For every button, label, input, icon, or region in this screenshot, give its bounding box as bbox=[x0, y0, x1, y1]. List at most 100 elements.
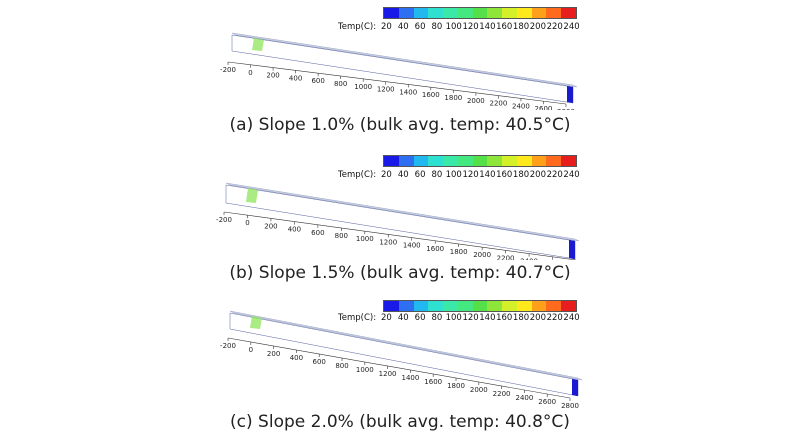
duct-top-face bbox=[225, 182, 580, 242]
legend-tick-label: 140 bbox=[479, 170, 496, 180]
panel-a: Temp(C): 20 40 60 80 100 120 140 160 180 200 220 24… bbox=[0, 0, 800, 145]
duct-top-face bbox=[229, 310, 583, 381]
color-swatch bbox=[531, 156, 547, 166]
legend-tick-label: 80 bbox=[431, 170, 443, 180]
color-swatch bbox=[502, 156, 517, 166]
x-axis-tick-label: 1400 bbox=[399, 88, 417, 96]
x-axis-tick-label: 1000 bbox=[356, 366, 374, 374]
legend-title: Temp(C): bbox=[338, 313, 377, 323]
x-axis-tick-label: 2600 bbox=[538, 398, 556, 406]
duct-top-face bbox=[231, 32, 578, 88]
legend-tick-label: 120 bbox=[462, 22, 479, 32]
legend-ticks: 20 40 60 80 100 120 140 160 180 200 220 240 bbox=[378, 22, 580, 32]
color-swatch bbox=[428, 156, 444, 166]
legend-tick-label: 140 bbox=[479, 22, 496, 32]
x-axis-tick-label: 2200 bbox=[493, 390, 511, 398]
color-swatch bbox=[516, 301, 532, 311]
x-axis-tick-label: -200 bbox=[216, 216, 232, 224]
x-axis-tick-label: 2800 bbox=[557, 108, 575, 110]
x-axis-line bbox=[223, 211, 577, 260]
x-axis-tick-label: 2400 bbox=[515, 394, 533, 402]
legend-tick-label: 120 bbox=[462, 170, 479, 180]
legend-tick-label: 20 bbox=[381, 313, 392, 323]
color-swatch bbox=[457, 8, 473, 18]
legend-tick-label: 160 bbox=[496, 22, 513, 32]
caption: (c) Slope 2.0% (bulk avg. temp: 40.8°C) bbox=[230, 412, 570, 432]
x-axis-tick-label: 0 bbox=[245, 219, 249, 227]
color-swatch bbox=[413, 156, 429, 166]
legend-tick-label: 220 bbox=[546, 313, 563, 323]
duct-temperature-contour: -200 0 200 400 600 800 1000 1200 1400 1600 1800 200… bbox=[216, 182, 580, 260]
legend-tick-label: 100 bbox=[445, 22, 462, 32]
color-swatch bbox=[516, 8, 532, 18]
x-axis-tick-label: 800 bbox=[335, 362, 348, 370]
color-swatch bbox=[546, 8, 562, 18]
x-axis-tick-label: 2200 bbox=[489, 100, 507, 108]
legend-tick-label: 40 bbox=[397, 313, 409, 323]
panel-b: Temp(C): 20 40 60 80 100 120 140 160 180 200 220 24… bbox=[0, 150, 800, 290]
x-axis-tick-label: 600 bbox=[313, 358, 326, 366]
legend-tick-label: 200 bbox=[529, 22, 546, 32]
color-swatch bbox=[428, 8, 444, 18]
x-axis-tick-label: -200 bbox=[220, 342, 236, 350]
legend-tick-label: 80 bbox=[431, 22, 443, 32]
x-axis-tick-label: 1800 bbox=[444, 94, 462, 102]
x-axis-tick-label: 1800 bbox=[450, 248, 468, 256]
inlet-hot-zone bbox=[252, 38, 264, 51]
x-axis-tick-label: 400 bbox=[288, 226, 301, 234]
color-swatch bbox=[487, 8, 503, 18]
color-swatch bbox=[531, 8, 547, 18]
color-swatch bbox=[457, 156, 473, 166]
legend-tick-label: 20 bbox=[381, 22, 392, 32]
x-axis-tick-label: 1600 bbox=[426, 245, 444, 253]
x-axis-tick-label: 2200 bbox=[497, 254, 515, 260]
legend-title: Temp(C): bbox=[338, 22, 377, 32]
x-axis-tick-label: 600 bbox=[311, 77, 324, 85]
color-swatch bbox=[428, 301, 444, 311]
duct-side-contour bbox=[229, 312, 579, 397]
x-axis-tick-label: 1600 bbox=[424, 378, 442, 386]
color-swatch bbox=[502, 8, 517, 18]
x-axis-tick-label: 2000 bbox=[473, 251, 491, 259]
color-swatch bbox=[398, 301, 414, 311]
legend-tick-label: 220 bbox=[546, 170, 563, 180]
color-swatch bbox=[487, 156, 503, 166]
legend-tick-label: 40 bbox=[397, 170, 409, 180]
panel-c: Temp(C): 20 40 60 80 100 120 140 160 180 200 220 24… bbox=[0, 295, 800, 435]
x-axis-tick-label: 400 bbox=[290, 354, 303, 362]
legend-tick-label: 100 bbox=[445, 313, 462, 323]
color-swatch bbox=[413, 8, 429, 18]
duct-temperature-contour: -200 0 200 400 600 800 1000 1200 1400 1600 1800 200… bbox=[220, 310, 583, 410]
outlet-end bbox=[572, 379, 578, 396]
color-swatch bbox=[561, 8, 576, 18]
outlet-end bbox=[567, 86, 573, 103]
x-axis-tick-label: -200 bbox=[220, 66, 236, 74]
legend-tick-label: 160 bbox=[496, 313, 513, 323]
legend-tick-label: 60 bbox=[414, 22, 426, 32]
legend-tick-label: 20 bbox=[381, 170, 392, 180]
color-swatch bbox=[443, 301, 458, 311]
color-swatch bbox=[472, 301, 488, 311]
legend-tick-label: 240 bbox=[563, 313, 580, 323]
x-axis-tick-label: 0 bbox=[248, 69, 252, 77]
color-scale bbox=[383, 155, 577, 167]
x-axis-tick-label: 200 bbox=[264, 222, 277, 230]
inlet-hot-zone bbox=[246, 188, 258, 203]
color-swatch bbox=[561, 301, 576, 311]
color-swatch bbox=[561, 156, 576, 166]
x-axis-tick-label: 2400 bbox=[520, 258, 538, 260]
legend-ticks: 20 40 60 80 100 120 140 160 180 200 220 240 bbox=[378, 170, 580, 180]
legend-tick-label: 200 bbox=[529, 170, 546, 180]
x-axis-tick-label: 400 bbox=[289, 74, 302, 82]
inlet-hot-zone bbox=[250, 316, 262, 329]
x-axis-tick-label: 0 bbox=[249, 346, 253, 354]
color-swatch bbox=[413, 301, 429, 311]
x-axis-tick-label: 1600 bbox=[422, 91, 440, 99]
color-swatch bbox=[398, 156, 414, 166]
caption: (a) Slope 1.0% (bulk avg. temp: 40.5°C) bbox=[229, 115, 571, 135]
x-axis-tick-label: 2000 bbox=[467, 97, 485, 105]
color-swatch bbox=[443, 8, 458, 18]
color-swatch bbox=[472, 8, 488, 18]
legend-tick-label: 180 bbox=[512, 22, 530, 32]
legend-tick-label: 80 bbox=[431, 313, 443, 323]
